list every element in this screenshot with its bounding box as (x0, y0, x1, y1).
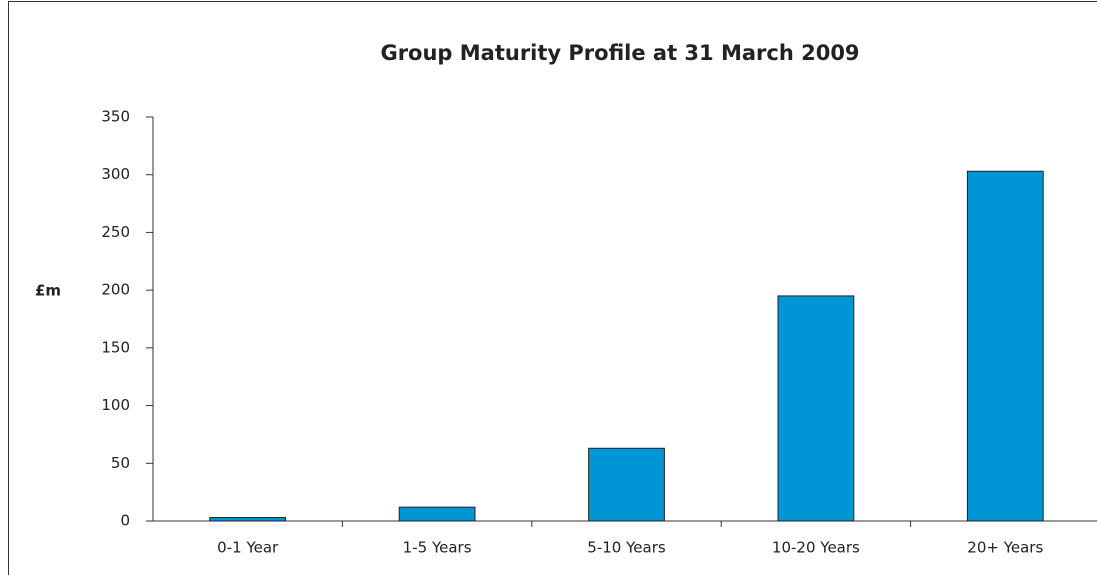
y-tick-label: 50 (111, 454, 130, 472)
bar (966, 170, 1044, 522)
y-axis-label: £m (35, 282, 61, 300)
x-tick-label: 20+ Years (967, 539, 1043, 557)
x-tick-label: 0-1 Year (217, 539, 279, 557)
x-tick-label: 5-10 Years (587, 539, 666, 557)
bar (777, 295, 855, 522)
frame (8, 1, 1097, 575)
x-tick-label: 1-5 Years (403, 539, 472, 557)
bar (398, 506, 476, 522)
y-tick-label: 300 (101, 165, 130, 183)
bar (209, 517, 287, 522)
y-tick-label: 150 (101, 338, 130, 356)
x-tick-label: 10-20 Years (772, 539, 860, 557)
y-tick-label: 250 (101, 223, 130, 241)
y-tick-label: 350 (101, 108, 130, 126)
y-tick-label: 0 (120, 512, 130, 530)
y-tick-label: 200 (101, 281, 130, 299)
bar (588, 447, 665, 522)
y-tick-label: 100 (101, 396, 130, 414)
chart-title: Group Maturity Profile at 31 March 2009 (380, 41, 859, 65)
